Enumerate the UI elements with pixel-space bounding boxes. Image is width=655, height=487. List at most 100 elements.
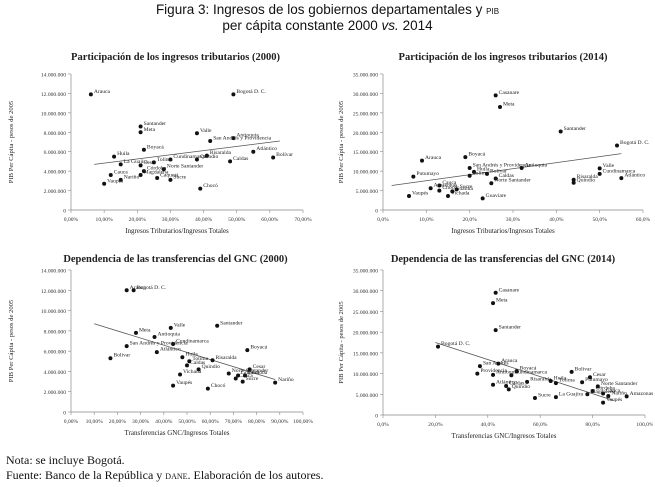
- y-tick-label: 10.000.000: [41, 111, 66, 117]
- data-point: [138, 173, 143, 178]
- data-point: [595, 384, 600, 389]
- x-axis-label: Ingresos Tributarios/Ingresos Totales: [125, 227, 229, 235]
- data-point-label: Vaupés: [412, 191, 428, 197]
- y-axis-label: PIB Per Cápita - pesos de 2005: [338, 100, 345, 183]
- data-point-label: Amazonas: [434, 183, 458, 189]
- x-tick-label: 60,0%: [533, 422, 548, 428]
- data-point: [450, 189, 455, 194]
- data-point-label: Córdoba: [248, 370, 268, 376]
- data-point-label: Bogotá D. C.: [441, 341, 471, 347]
- y-tick-label: 5.000.000: [356, 189, 379, 195]
- data-point-label: Cundinamarca: [514, 370, 547, 376]
- data-point: [231, 136, 236, 141]
- data-point-label: Caldas: [190, 360, 205, 366]
- y-tick-label: 20.000.000: [353, 331, 378, 337]
- figure-source: Fuente: Banco de la República y dane. El…: [6, 468, 323, 483]
- data-point: [571, 177, 576, 182]
- data-point-label: Vaupés: [606, 397, 622, 403]
- data-point: [228, 159, 233, 164]
- data-point-label: Tolima: [559, 378, 575, 384]
- data-point: [108, 173, 113, 178]
- data-point-label: Cesar: [253, 364, 266, 370]
- data-point: [187, 359, 192, 364]
- data-point-label: Valle: [174, 322, 186, 328]
- data-point-label: Nariño: [124, 174, 140, 180]
- chart-panel-3: Dependencia de las transferencias del GN…: [8, 254, 313, 437]
- data-point-label: Atlántico: [160, 347, 181, 353]
- data-point: [273, 380, 278, 385]
- y-axis-label: PIB Per Cápita - pesos de 2005: [8, 299, 15, 382]
- data-point-label: Norte Santander: [601, 381, 638, 387]
- trend-line: [391, 153, 622, 186]
- data-point: [420, 158, 424, 163]
- x-tick-label: 60,00%: [202, 419, 220, 425]
- x-tick-label: 10,00%: [86, 419, 104, 425]
- data-point: [597, 166, 602, 171]
- y-tick-label: 6.000.000: [44, 350, 67, 356]
- data-point: [204, 153, 209, 158]
- data-point: [124, 344, 129, 349]
- data-point-label: Bogotá D. C.: [137, 285, 167, 291]
- data-point: [514, 369, 519, 374]
- y-tick-label: 15.000.000: [353, 351, 378, 357]
- data-point-label: Caldas: [509, 381, 524, 387]
- trend-line: [94, 323, 276, 380]
- x-tick-label: 30,0%: [506, 217, 521, 223]
- data-point-label: Sucre: [173, 174, 186, 180]
- data-point-label: Vichada: [451, 191, 470, 197]
- x-tick-label: 50,00%: [178, 419, 196, 425]
- x-tick-label: 0,00%: [64, 419, 79, 425]
- data-point: [477, 364, 482, 369]
- data-point-label: Córdoba: [596, 385, 616, 391]
- data-point-label: Santander: [220, 320, 243, 326]
- data-point-label: Magdalena: [590, 389, 615, 395]
- data-point-label: Sucre: [246, 376, 259, 382]
- data-point-label: Boyacá: [250, 345, 267, 351]
- data-point: [525, 379, 530, 384]
- y-tick-label: 25.000.000: [353, 310, 378, 316]
- data-point-label: Putumayo: [585, 377, 608, 383]
- data-point: [231, 92, 236, 97]
- data-point: [489, 181, 494, 186]
- data-point-label: Nariño: [278, 377, 294, 383]
- data-point: [437, 188, 442, 193]
- data-point-label: Meta: [144, 127, 156, 133]
- data-point: [154, 350, 159, 355]
- data-point: [463, 155, 468, 160]
- data-point: [485, 171, 489, 176]
- x-tick-label: 60,0%: [636, 217, 651, 223]
- data-point: [215, 323, 220, 328]
- x-tick-label: 30,00%: [132, 419, 150, 425]
- x-axis-label: Transferencias GNC/Ingresos Totales: [125, 429, 230, 437]
- data-point: [108, 356, 113, 361]
- data-point: [141, 169, 146, 174]
- data-point-label: Boyacá: [520, 366, 537, 372]
- data-point-label: Vaupés: [176, 380, 192, 386]
- data-point: [509, 373, 514, 378]
- data-point-label: Antioquia: [525, 163, 548, 169]
- data-point: [138, 130, 143, 135]
- data-point-label: Arauca: [425, 155, 442, 161]
- data-point: [624, 394, 629, 399]
- y-tick-label: 2.000.000: [44, 390, 67, 396]
- y-tick-label: 12.000.000: [41, 92, 66, 98]
- data-point: [446, 194, 450, 199]
- x-tick-label: 20,00%: [109, 419, 127, 425]
- chart-title: Dependencia de las transferencias del GN…: [63, 254, 288, 265]
- data-point-label: Huila: [117, 151, 130, 157]
- data-point: [467, 173, 472, 178]
- data-point-label: Bogotá D. C.: [620, 140, 650, 146]
- data-point: [436, 344, 441, 349]
- data-point: [597, 171, 602, 176]
- data-point: [236, 373, 241, 378]
- data-point: [194, 131, 199, 136]
- x-tick-label: 20,00%: [129, 217, 147, 223]
- data-point: [493, 176, 498, 181]
- y-tick-label: 4.000.000: [44, 370, 67, 376]
- data-point: [580, 380, 585, 385]
- data-point: [152, 334, 157, 339]
- data-point-label: Cauca: [239, 373, 253, 379]
- y-tick-label: 8.000.000: [44, 131, 67, 137]
- figure-title-pib: pib: [486, 3, 500, 17]
- data-point-label: Chocó: [203, 183, 218, 189]
